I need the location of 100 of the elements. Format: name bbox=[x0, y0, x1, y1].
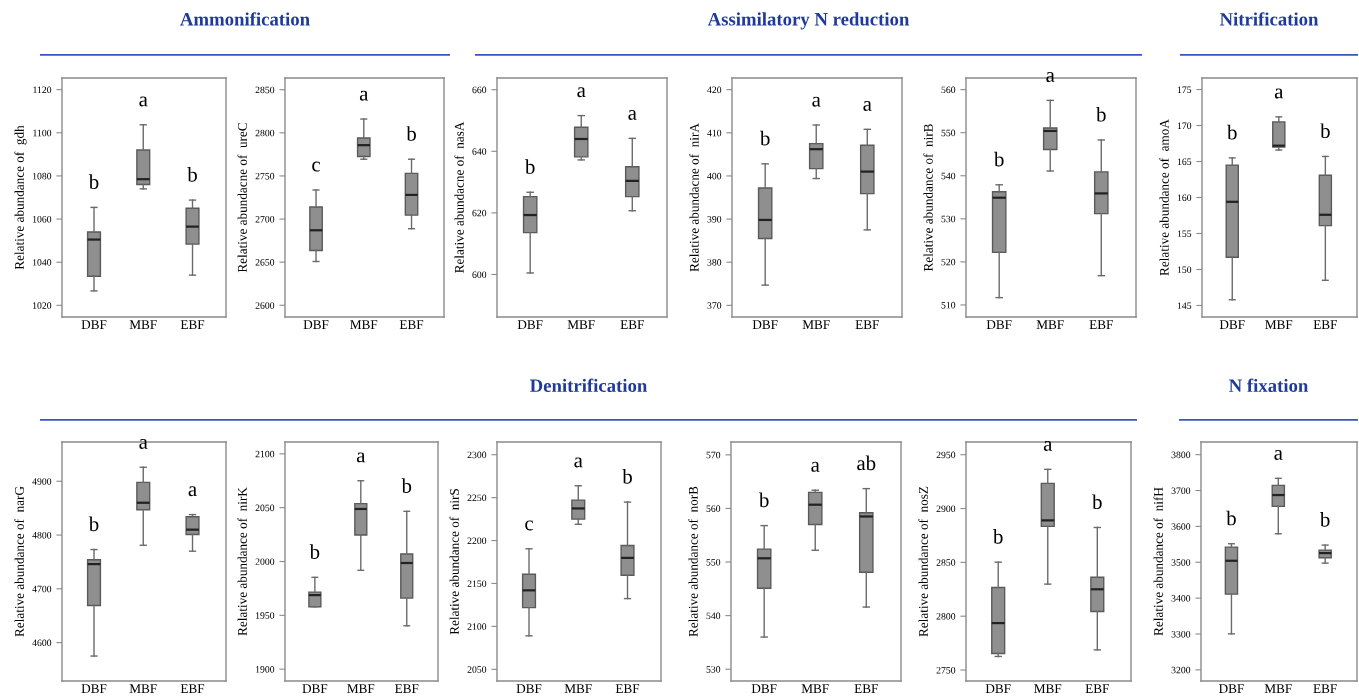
text: Ammonification bbox=[180, 12, 310, 26]
annotation: b bbox=[524, 159, 535, 174]
x-tick-label: EBF bbox=[1313, 320, 1337, 329]
y-axis-title: Relative abundacne of nirA bbox=[689, 123, 699, 272]
annotation: c bbox=[525, 520, 533, 531]
y-tick-label: 175 bbox=[1177, 86, 1192, 93]
y-tick-label: 145 bbox=[1177, 302, 1192, 309]
x-tick-label: MBF bbox=[350, 320, 378, 329]
annotation: a bbox=[356, 452, 366, 463]
y-tick-label: 3200 bbox=[1171, 666, 1191, 674]
y-axis-title: Relative abundance of nirK bbox=[237, 487, 247, 636]
y-tick-label: 3600 bbox=[1171, 523, 1191, 530]
x-tick-label: DBF bbox=[81, 684, 107, 693]
annotation: b bbox=[1320, 123, 1330, 139]
annotation: b bbox=[1092, 494, 1102, 510]
y-axis-title: Relative abundance of nirB bbox=[923, 124, 933, 272]
y-tick-label: 540 bbox=[706, 612, 721, 620]
y-tick-label: 420 bbox=[707, 86, 722, 94]
annotation: b bbox=[1319, 512, 1330, 527]
x-tick-label: MBF bbox=[347, 684, 375, 693]
x-tick-label: EBF bbox=[395, 684, 419, 693]
y-tick-label: 2000 bbox=[255, 558, 275, 565]
y-axis-title: Relative abundance of amoA bbox=[1159, 119, 1169, 276]
y-tick-label: 4600 bbox=[32, 639, 52, 647]
y-tick-label: 2850 bbox=[936, 559, 956, 566]
x-tick-label: MBF bbox=[129, 320, 157, 329]
annotation: a bbox=[1274, 449, 1283, 460]
y-tick-label: 2650 bbox=[255, 259, 275, 266]
x-tick-label: MBF bbox=[1036, 320, 1064, 329]
annotation: b bbox=[187, 167, 197, 182]
annotation: ab bbox=[857, 455, 876, 471]
y-tick-label: 1080 bbox=[32, 172, 52, 180]
y-axis-title: Relative abundance of norB bbox=[688, 486, 698, 637]
y-axis-title: Relative abundacne of ureC bbox=[237, 123, 247, 273]
y-tick-label: 410 bbox=[707, 129, 722, 137]
y-tick-label: 390 bbox=[707, 215, 722, 223]
y-tick-label: 520 bbox=[941, 258, 956, 266]
x-tick-label: EBF bbox=[1085, 684, 1109, 693]
text: Assimilatory N reduction bbox=[707, 12, 910, 30]
annotation: a bbox=[863, 100, 872, 111]
y-tick-label: 2600 bbox=[255, 302, 275, 309]
annotation: a bbox=[812, 96, 821, 107]
y-tick-label: 165 bbox=[1177, 158, 1192, 165]
y-tick-label: 2150 bbox=[467, 580, 487, 587]
annotation: a bbox=[577, 87, 586, 98]
x-tick-label: MBF bbox=[567, 320, 595, 329]
x-tick-label: MBF bbox=[564, 684, 592, 693]
x-tick-label: DBF bbox=[986, 320, 1012, 329]
x-tick-label: MBF bbox=[802, 320, 830, 329]
annotation: b bbox=[1096, 106, 1106, 122]
text: Denitrification bbox=[529, 378, 648, 392]
x-tick-label: EBF bbox=[854, 684, 878, 693]
y-tick-label: 1100 bbox=[33, 129, 52, 137]
y-tick-label: 510 bbox=[941, 301, 956, 309]
x-tick-label: EBF bbox=[180, 684, 205, 693]
y-tick-label: 1950 bbox=[255, 612, 275, 619]
y-axis-title: Relative abundance of nosZ bbox=[918, 486, 928, 637]
y-tick-label: 2950 bbox=[936, 451, 956, 459]
y-tick-label: 3500 bbox=[1171, 559, 1191, 566]
x-tick-label: MBF bbox=[129, 684, 157, 693]
annotation: b bbox=[88, 174, 99, 190]
y-tick-label: 560 bbox=[706, 505, 721, 512]
annotation: b bbox=[759, 130, 770, 146]
x-tick-label: MBF bbox=[801, 684, 829, 693]
y-tick-label: 2850 bbox=[255, 86, 275, 94]
y-tick-label: 2050 bbox=[467, 666, 487, 673]
y-tick-label: 3300 bbox=[1171, 630, 1191, 638]
x-tick-label: DBF bbox=[1219, 684, 1244, 693]
x-tick-label: DBF bbox=[81, 320, 107, 329]
y-tick-label: 170 bbox=[1177, 122, 1192, 129]
y-tick-label: 640 bbox=[472, 148, 487, 155]
y-tick-label: 2100 bbox=[255, 450, 275, 458]
x-tick-label: EBF bbox=[620, 320, 644, 329]
y-tick-label: 2750 bbox=[255, 172, 275, 180]
y-tick-label: 550 bbox=[706, 558, 721, 566]
x-tick-label: DBF bbox=[517, 320, 543, 329]
annotation: b bbox=[758, 492, 769, 508]
y-tick-label: 2250 bbox=[467, 494, 487, 502]
x-tick-label: DBF bbox=[751, 684, 777, 693]
y-tick-label: 620 bbox=[472, 209, 487, 217]
y-tick-label: 2800 bbox=[936, 613, 956, 620]
y-axis-title: Relative abundance of narG bbox=[14, 486, 24, 637]
y-tick-label: 570 bbox=[706, 451, 721, 459]
x-tick-label: MBF bbox=[1034, 684, 1062, 693]
annotation: b bbox=[401, 478, 412, 493]
annotation: b bbox=[993, 529, 1003, 544]
y-tick-label: 1060 bbox=[32, 215, 52, 223]
y-tick-label: 150 bbox=[1177, 266, 1192, 273]
y-tick-label: 2200 bbox=[467, 537, 487, 545]
x-tick-label: EBF bbox=[1089, 320, 1113, 329]
x-tick-label: EBF bbox=[615, 684, 640, 693]
y-axis-title: Relative abundacne of nasA bbox=[454, 121, 464, 273]
y-axis-title: Relative abundance of nirS bbox=[449, 489, 459, 635]
annotation: b bbox=[406, 126, 416, 141]
x-tick-label: DBF bbox=[516, 684, 542, 693]
y-tick-label: 3800 bbox=[1171, 451, 1191, 459]
y-tick-label: 540 bbox=[941, 172, 956, 180]
x-tick-label: EBF bbox=[180, 320, 205, 329]
y-tick-label: 3400 bbox=[1171, 595, 1191, 602]
y-tick-label: 4800 bbox=[32, 531, 52, 539]
